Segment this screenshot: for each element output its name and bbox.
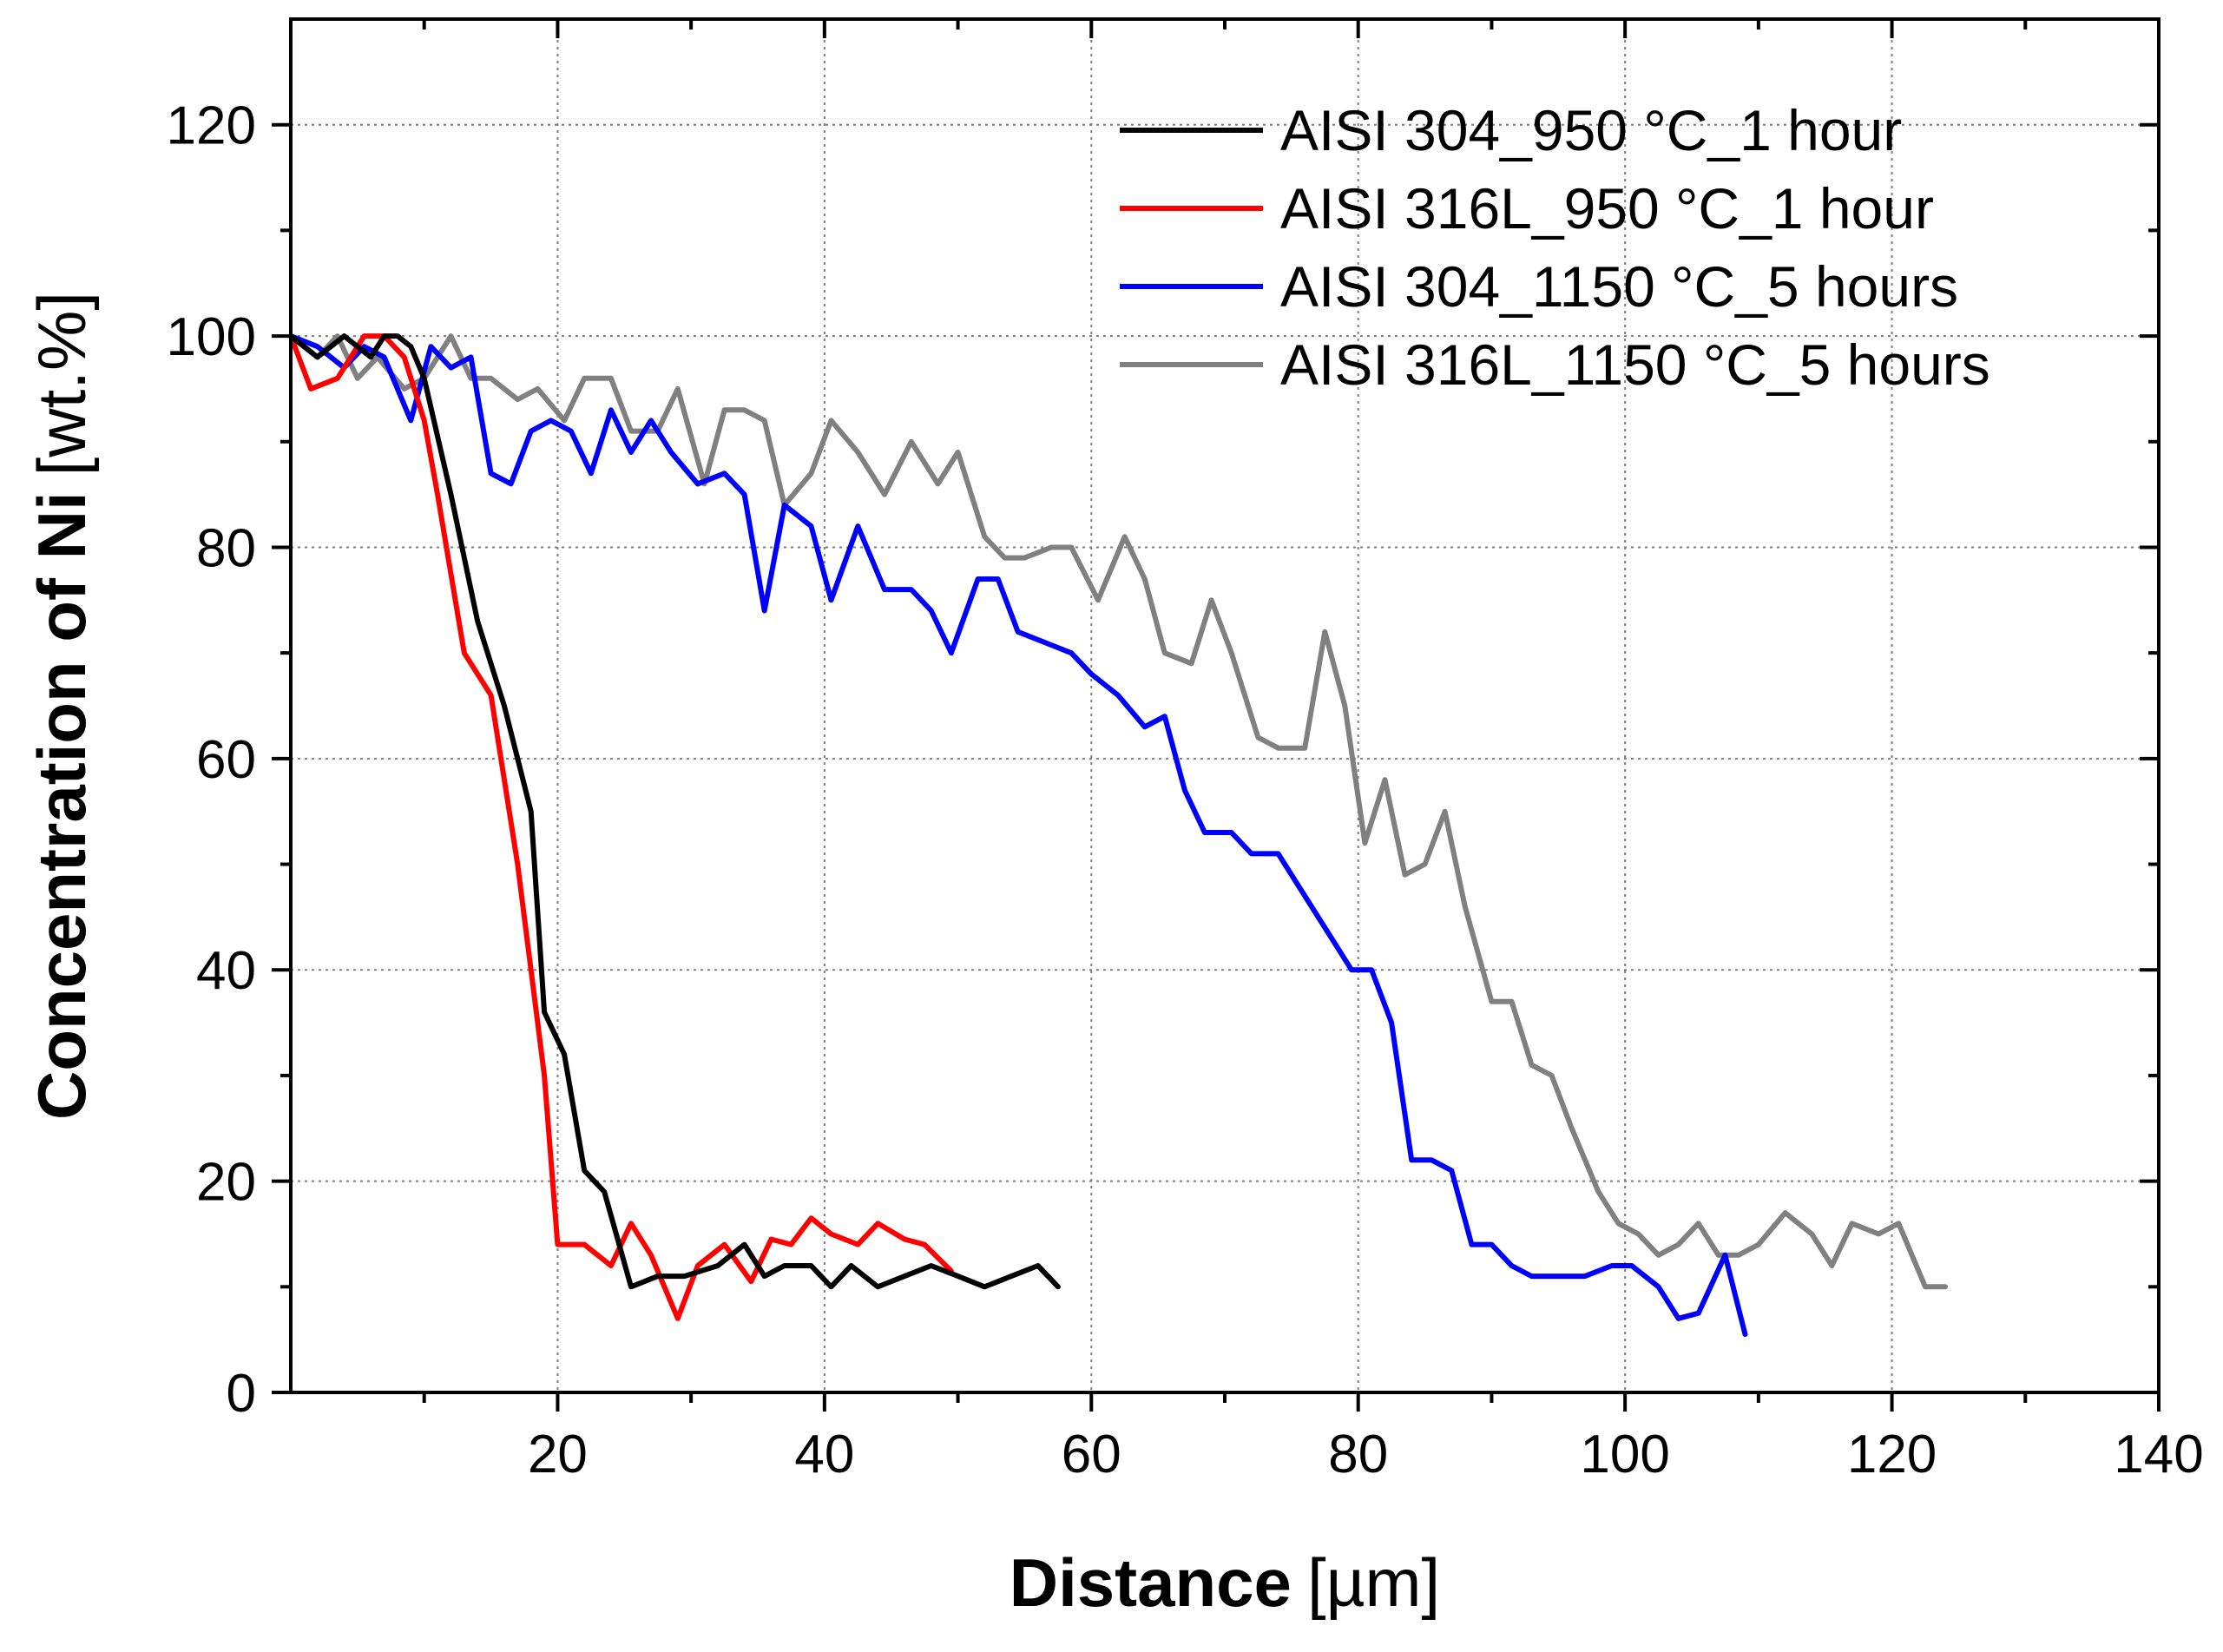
legend-entry-304-950: AISI 304_950 °C_1 hour — [1120, 98, 1902, 162]
x-tick-label: 120 — [1847, 1425, 1937, 1484]
x-tick-label: 20 — [528, 1425, 588, 1484]
grid-layer — [291, 19, 2159, 1392]
legend-label: AISI 316L_1150 °C_5 hours — [1280, 332, 1990, 397]
tick-layer: 20 40 60 80 100 120 140 0 20 40 60 80 100 120 — [167, 19, 2204, 1484]
legend-layer: AISI 304_950 °C_1 hour AISI 316L_950 °C_1… — [1120, 98, 1990, 397]
legend-label: AISI 304_1150 °C_5 hours — [1280, 254, 1958, 319]
legend-entry-304-1150: AISI 304_1150 °C_5 hours — [1120, 254, 1958, 319]
x-axis-title-unit: [µm] — [1307, 1544, 1440, 1621]
y-tick-label: 20 — [196, 1153, 256, 1213]
y-tick-label: 40 — [196, 941, 256, 1001]
y-tick-label: 100 — [167, 307, 256, 367]
legend-label: AISI 316L_950 °C_1 hour — [1280, 176, 1934, 240]
x-tick-label: 80 — [1328, 1425, 1388, 1484]
legend-entry-316l-1150: AISI 316L_1150 °C_5 hours — [1120, 332, 1990, 397]
x-tick-label: 60 — [1062, 1425, 1121, 1484]
y-axis-title: Concentration of Ni [wt.%] — [23, 292, 100, 1120]
series-line-316l-950 — [288, 333, 954, 1321]
series-line-304-1150 — [288, 333, 1748, 1338]
legend-entry-316l-950: AISI 316L_950 °C_1 hour — [1120, 176, 1934, 240]
y-tick-label: 0 — [227, 1364, 256, 1424]
series-layer — [288, 333, 1949, 1338]
y-axis-title-unit: [wt.%] — [23, 292, 100, 476]
y-tick-label: 120 — [167, 96, 256, 156]
x-tick-label: 40 — [794, 1425, 854, 1484]
series-line-304-950 — [288, 333, 1061, 1290]
x-tick-label: 100 — [1580, 1425, 1669, 1484]
x-axis-title: Distance [µm] — [1010, 1544, 1440, 1621]
y-tick-label: 60 — [196, 730, 256, 790]
x-axis-title-main: Distance — [1010, 1544, 1292, 1621]
y-tick-label: 80 — [196, 518, 256, 578]
legend-label: AISI 304_950 °C_1 hour — [1280, 98, 1902, 162]
x-tick-label: 140 — [2114, 1425, 2203, 1484]
series-line-316l-1150 — [288, 333, 1949, 1290]
y-axis-title-main: Concentration of Ni — [23, 491, 100, 1120]
